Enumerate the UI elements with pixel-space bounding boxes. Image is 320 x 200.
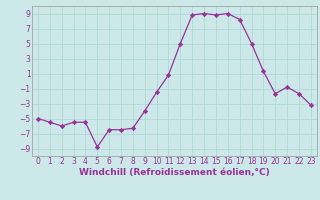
X-axis label: Windchill (Refroidissement éolien,°C): Windchill (Refroidissement éolien,°C) <box>79 168 270 177</box>
